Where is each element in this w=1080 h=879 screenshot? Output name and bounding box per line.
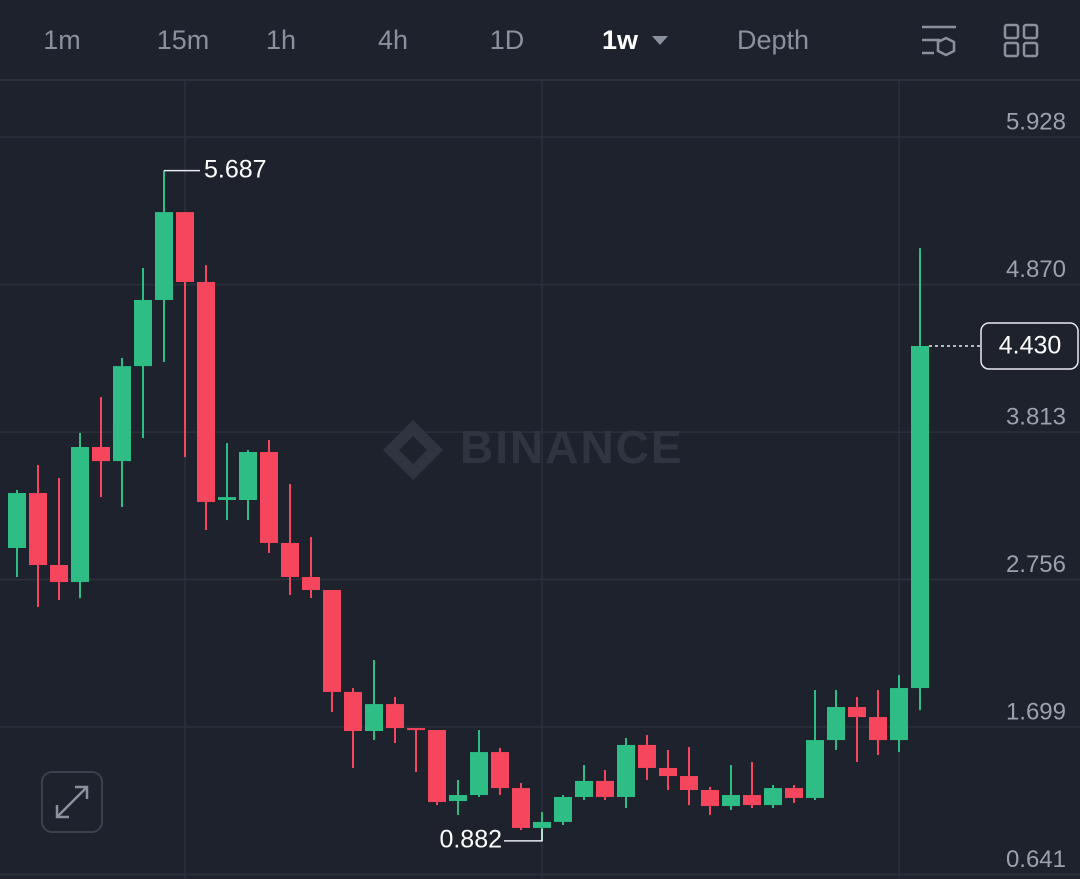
candle-body xyxy=(239,452,257,501)
candle-body xyxy=(911,346,929,689)
candle-body xyxy=(428,730,446,803)
y-tick-label: 0.641 xyxy=(1006,846,1066,873)
candle-body xyxy=(449,795,467,802)
y-tick-label: 1.699 xyxy=(1006,698,1066,725)
candle-body xyxy=(533,821,551,828)
candle-body xyxy=(218,497,236,501)
candle-body xyxy=(806,740,824,798)
candle-body xyxy=(659,767,677,777)
timeframe-tab[interactable]: 1m xyxy=(43,25,81,55)
watermark-logo xyxy=(383,420,443,480)
candle-body xyxy=(680,776,698,791)
last-price-label: 4.430 xyxy=(999,332,1062,360)
candle-body xyxy=(617,744,635,797)
candle-body xyxy=(470,752,488,796)
plot-area xyxy=(0,80,1080,879)
candle-body xyxy=(638,744,656,768)
candle-body xyxy=(743,795,761,806)
last-price-box xyxy=(980,322,1079,370)
timeframe-tab[interactable]: 1w xyxy=(602,25,639,55)
candle-body xyxy=(491,752,509,789)
watermark: BINANCE xyxy=(460,421,684,473)
timeframe-tab[interactable]: 15m xyxy=(157,25,210,55)
candle-body xyxy=(785,788,803,798)
y-tick-label: 2.756 xyxy=(1006,551,1066,578)
candle-body xyxy=(8,493,26,548)
candle-body xyxy=(365,704,383,732)
candle-body xyxy=(827,707,845,741)
candle-body xyxy=(113,366,131,462)
candle-body xyxy=(71,446,89,583)
timeframe-tab[interactable]: 4h xyxy=(378,25,408,55)
low-marker xyxy=(504,828,543,842)
y-tick-label: 4.870 xyxy=(1006,256,1066,283)
candle-body xyxy=(386,704,404,729)
candle-body xyxy=(848,707,866,718)
low-label: 0.882 xyxy=(439,826,502,854)
candle-body xyxy=(596,780,614,797)
candle-body xyxy=(512,788,530,828)
candle-body xyxy=(281,542,299,578)
candle-body xyxy=(197,281,215,502)
candle-body xyxy=(554,796,572,822)
candle-body xyxy=(134,299,152,367)
layout-icon[interactable] xyxy=(1003,23,1039,58)
toolbar: 1m 15m 1h 4h 1D 1w Depth xyxy=(0,23,1080,81)
candle-body xyxy=(575,780,593,797)
candle-body xyxy=(260,452,278,543)
candle-body xyxy=(155,212,173,300)
candle-body xyxy=(701,790,719,807)
candle-body xyxy=(323,589,341,692)
high-label: 5.687 xyxy=(204,155,267,183)
timeframe-tab[interactable]: 1h xyxy=(266,25,296,55)
candle-body xyxy=(344,691,362,732)
candle-body xyxy=(176,212,194,282)
settings-icon[interactable] xyxy=(922,25,956,57)
candle-body xyxy=(302,577,320,590)
candle-body xyxy=(92,446,110,462)
candle-body xyxy=(890,688,908,741)
candle-body xyxy=(764,788,782,806)
y-tick-label: 5.928 xyxy=(1006,108,1066,135)
candle-body xyxy=(29,493,47,566)
timeframe-tab[interactable]: Depth xyxy=(737,25,809,55)
candle-body xyxy=(50,565,68,583)
dropdown-arrow[interactable] xyxy=(652,36,668,45)
candle-body xyxy=(407,728,425,731)
candle-body xyxy=(869,717,887,741)
y-tick-label: 3.813 xyxy=(1006,403,1066,430)
candle-body xyxy=(722,795,740,807)
timeframe-tab[interactable]: 1D xyxy=(490,25,525,55)
expand-button[interactable] xyxy=(41,771,103,833)
